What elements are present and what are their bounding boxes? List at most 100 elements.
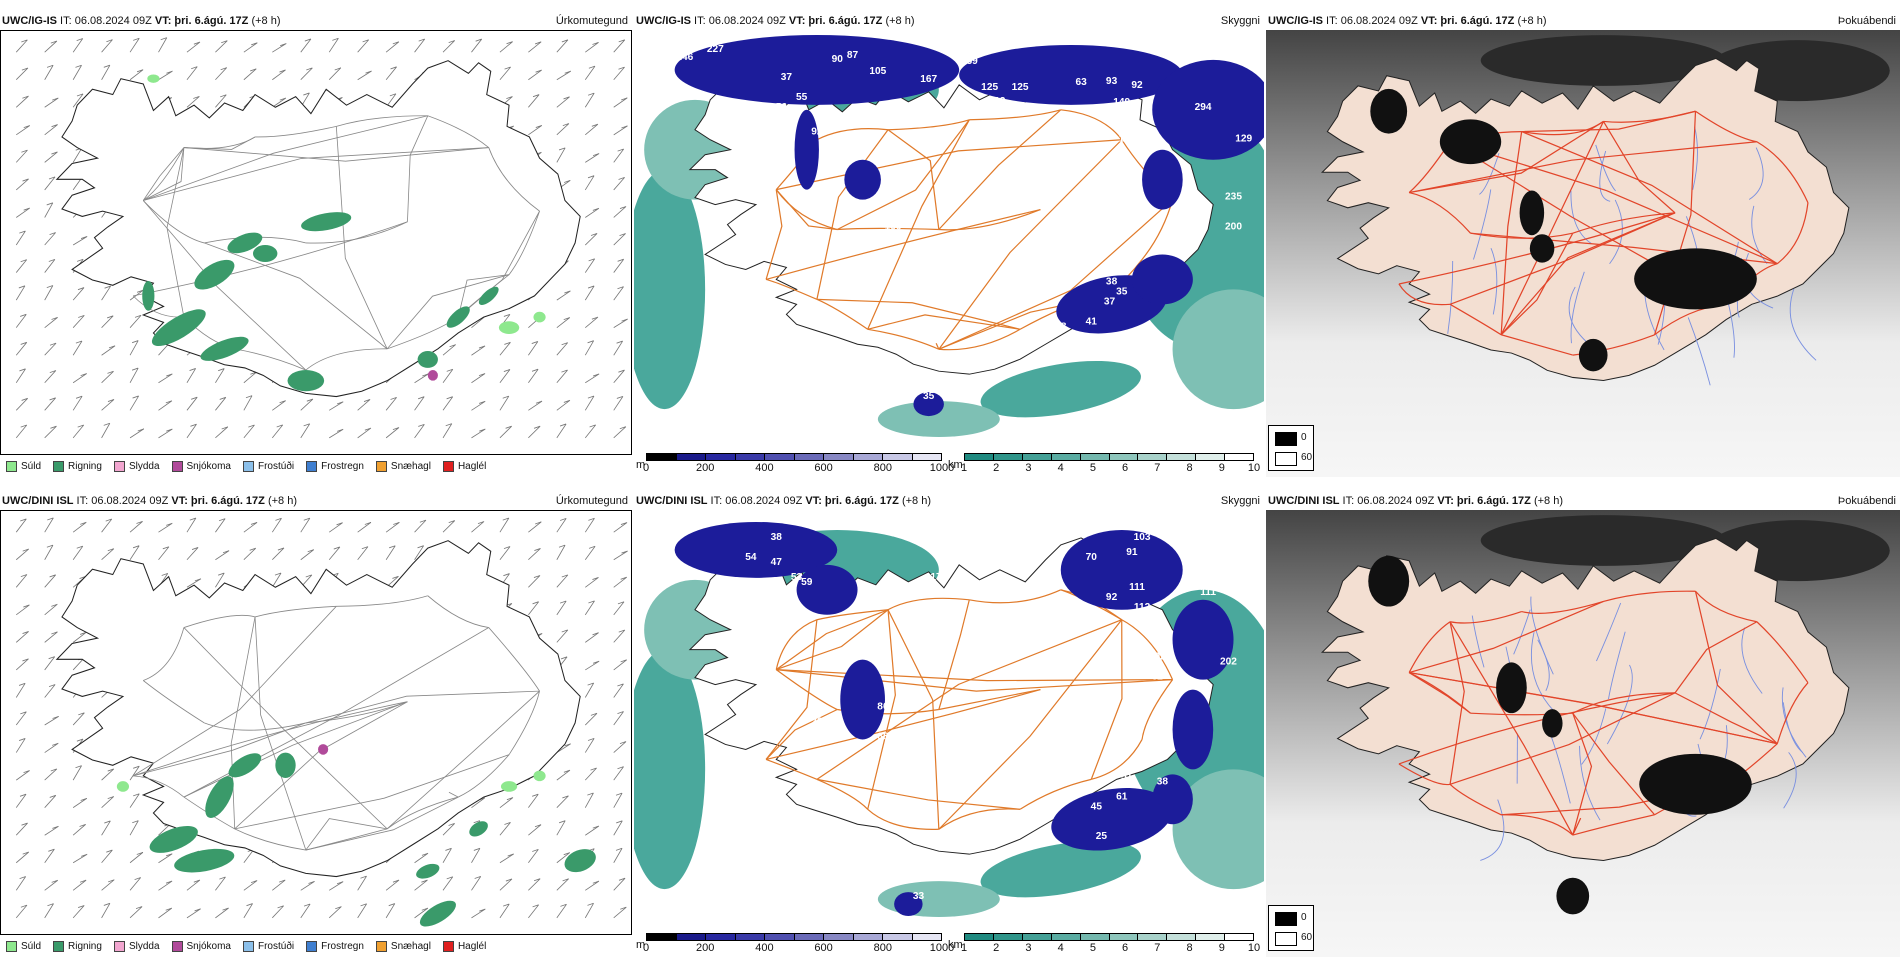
scale-tick: 7 [1154,462,1161,474]
cloud-base-label: 105 [869,66,886,77]
cloud-base-label: 68 [877,732,889,743]
fog-legend-swatch [1275,452,1297,466]
cloud-base-label: 61 [1116,791,1128,802]
model-name: UWC/IG-IS [1268,15,1323,27]
scale-cell [912,454,941,460]
vt-label: VT: [1437,495,1457,507]
cloud-base-label: 62 [1152,672,1164,683]
fog-index-map [1266,30,1900,477]
visibility-scale: 1 2 3 4 5 6 7 8 9 10 [961,933,1260,957]
legend-swatch [375,460,387,472]
scale-tick: 3 [1025,942,1032,954]
fog-index-high [1370,88,1757,372]
precip-type-legend: Súld Rigning Slydda Snjókoma Frostúði Frostre… [0,454,632,477]
scale-tick: 4 [1057,942,1064,954]
legend-label: Frostúði [257,940,295,952]
scale-tick: 6 [1122,942,1129,954]
legend-label: Rigning [68,940,102,952]
cloud-base-label: 51 [1121,771,1133,782]
scale-tick: 9 [1218,942,1225,954]
fog-legend-label: 60 [1301,932,1313,943]
cloud-base-label: 35 [1116,286,1128,297]
cloud-base-label: 86 [832,182,844,193]
legend-item: Frostregn [306,460,364,472]
panel-header: UWC/DINI ISL IT: 06.08.2024 09Z VT: þri.… [0,492,632,510]
fog-legend-label: 0 [1301,432,1307,443]
cloud-base-label: 53 [791,572,803,583]
cloud-base-label: 129 [1235,134,1252,145]
scale-tick: 200 [696,942,715,954]
vt-value: þri. 6.ágú. 17Z [174,15,252,27]
cloud-base-scale-colorbar [646,453,942,461]
scale-cell [765,934,795,940]
cloud-base-label: 41 [1086,316,1098,327]
scale-cell [993,454,1023,460]
cloud-base-label: 38 [1106,276,1118,287]
legend-swatch [242,460,254,472]
cloud-base-label: 351 [1230,562,1247,573]
cloud-base-scale: 0 200 400 600 800 1000 [643,933,954,957]
legend-label: Slydda [128,940,160,952]
snow-area [427,370,438,381]
scale-cell [1225,454,1254,460]
legend-item: Frostúði [242,460,294,472]
cloud-base-label: 91 [1126,547,1138,558]
scale-cell [1138,454,1168,460]
legend-label: Frostregn [321,460,364,472]
panel-header: UWC/IG-IS IT: 06.08.2024 09Z VT: þri. 6.… [634,12,1264,30]
panel-title-fog: Þokuábendi [1837,495,1896,507]
fog-legend-swatch [1275,912,1297,926]
scale-cell [883,454,913,460]
cloud-base-label: 6 [890,846,896,857]
visibility-scale-unit: km [948,459,963,471]
it-value: 06.08.2024 09Z [74,15,155,27]
panel-visibility-row1: UWC/IG-IS IT: 06.08.2024 09Z VT: þri. 6.… [634,12,1264,477]
panel-header: UWC/DINI ISL IT: 06.08.2024 09Z VT: þri.… [634,492,1264,510]
cloud-base-label: 33 [913,891,925,902]
panel-title-fog: Þokuábendi [1837,15,1896,27]
scale-cell [853,934,883,940]
cloud-base-scale-colorbar [646,933,942,941]
fog-legend-label: 60 [1301,452,1313,463]
legend-swatch [306,460,318,472]
scale-cell [965,934,994,940]
scale-cell [965,454,994,460]
legend-swatch [6,460,17,472]
cloud-base-scale-unit: m [636,459,646,471]
fog-legend-swatch [1275,932,1297,946]
cloud-base-label: 111 [1129,582,1145,593]
scale-tick: 1 [960,462,968,474]
scale-cell [676,454,706,460]
panel-precip-row2: UWC/DINI ISL IT: 06.08.2024 09Z VT: þri.… [0,492,632,957]
cloud-base-label: 202 [1220,657,1237,668]
scale-cell [1080,454,1110,460]
legend-label: Haglél [457,460,487,472]
scale-cell [1022,934,1052,940]
scale-tick: 10 [1247,462,1261,474]
scale-cell [1196,454,1226,460]
scale-cell [1051,454,1081,460]
scale-tick: 8 [1186,462,1193,474]
scale-tick: 800 [873,942,892,954]
vt-value: þri. 6.ágú. 17Z [824,495,902,507]
scale-bars: m 0 200 400 600 800 1000 km 1 2 3 4 5 6 7 8 9 10 [634,449,1264,477]
panel-title-visibility: Skyggni [1220,15,1260,27]
it-label: IT: [1323,15,1341,27]
road-network [132,595,540,851]
vt-label: VT: [1420,15,1441,27]
scale-tick: 9 [1218,462,1225,474]
scale-cell [853,454,883,460]
cloud-base-label: 13 [1053,262,1065,273]
scale-cell [1022,454,1052,460]
scale-cell [735,454,765,460]
rain-area [142,212,499,392]
it-value: 06.08.2024 09Z [1357,495,1438,507]
scale-cell [1196,934,1226,940]
panel-title-visibility: Skyggni [1220,495,1260,507]
lead-time: (+8 h) [1533,495,1563,507]
scale-cell [1080,934,1110,940]
cloud-base-label: 65 [1106,112,1118,123]
cloud-base-label: 13 [928,351,940,362]
scale-cell [1051,934,1081,940]
